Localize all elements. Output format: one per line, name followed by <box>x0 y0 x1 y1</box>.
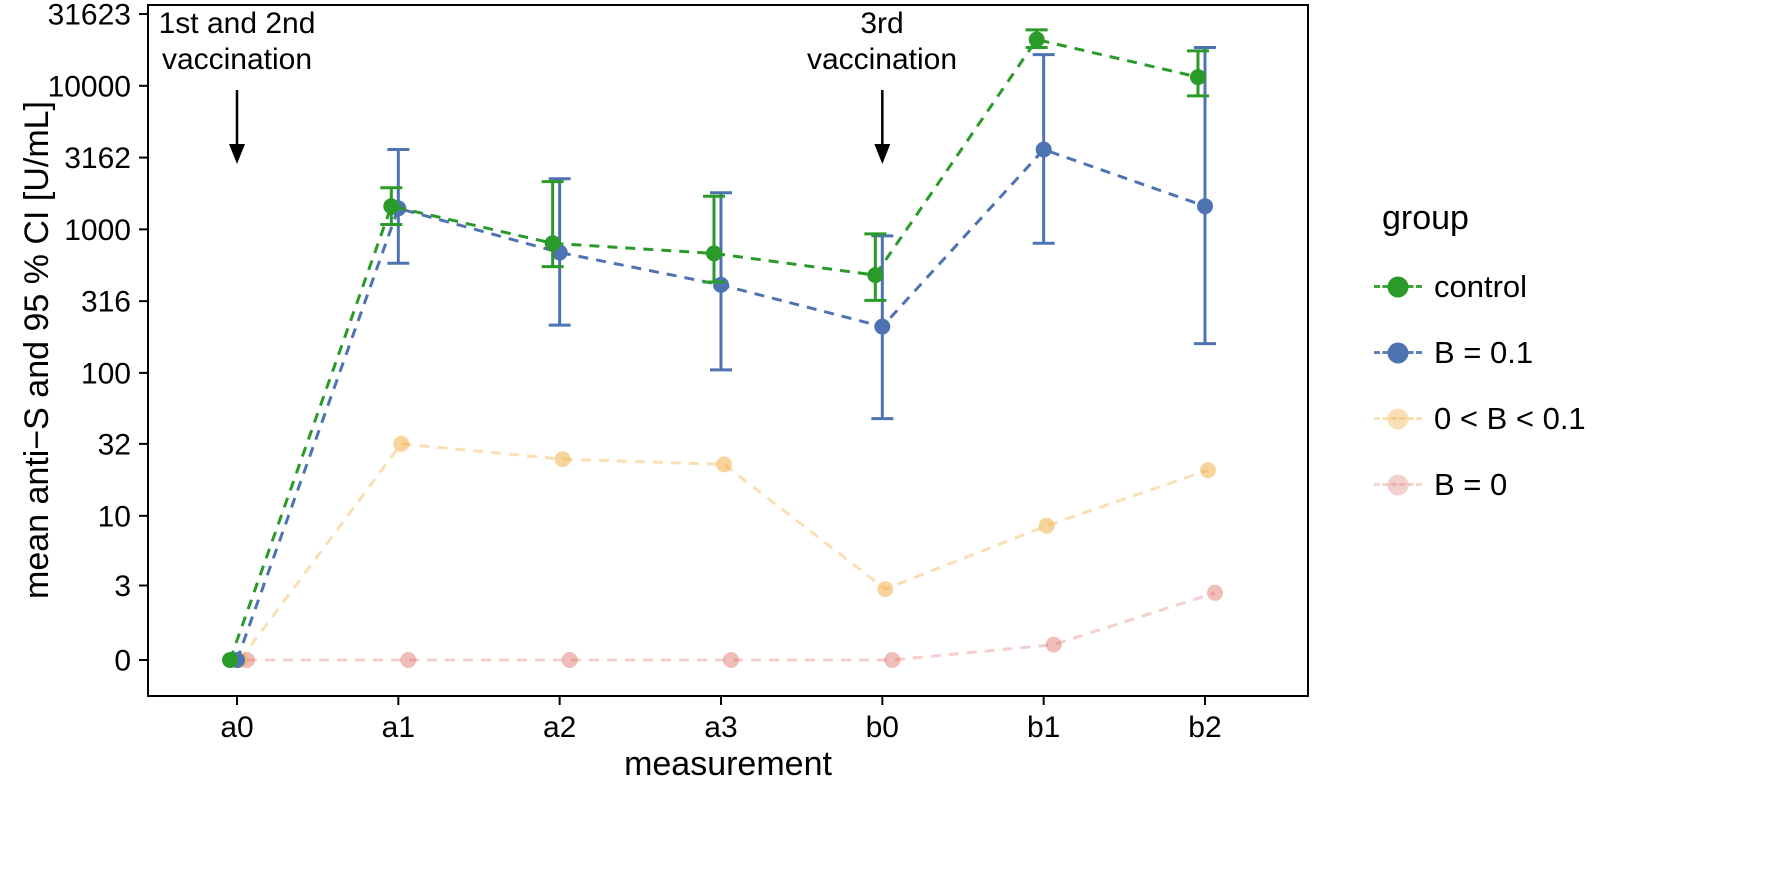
plot-panel <box>147 4 1309 697</box>
legend-item-label: 0 < B < 0.1 <box>1434 401 1586 436</box>
legend-dot-icon <box>1387 408 1409 430</box>
legend-key-0-less-b-less-0-1 <box>1374 401 1422 437</box>
data-point <box>1038 517 1055 534</box>
legend-key-b-equals-0 <box>1374 467 1422 503</box>
legend-dot-icon <box>1387 276 1409 298</box>
legend-item-label: B = 0 <box>1434 467 1508 502</box>
y-tick-label: 316 <box>81 286 131 319</box>
legend-item-0-less-b-less-0-1: 0 < B < 0.1 <box>1374 386 1586 452</box>
legend-keyline-icon <box>1374 417 1422 420</box>
x-tick-label: a1 <box>382 711 415 744</box>
legend-title: group <box>1382 199 1469 237</box>
data-point <box>706 245 722 262</box>
data-point <box>383 198 400 215</box>
arrow-head-icon <box>874 144 891 164</box>
arrow-head-icon <box>229 144 245 164</box>
y-axis: 0 3 10 32 100 316 1000 3162 10000 31623 <box>48 0 148 678</box>
data-point <box>877 581 894 598</box>
data-point <box>1035 141 1052 158</box>
annotation-third-vaccination-line2: vaccination <box>807 43 957 76</box>
data-point <box>884 652 901 668</box>
annotation-third-vaccination-line1: 3rd <box>860 7 903 40</box>
y-tick-label: 1000 <box>64 214 131 247</box>
x-tick-label: b2 <box>1188 711 1221 744</box>
legend: group control B = 0.1 0 < B < 0.1 <box>1374 198 1586 518</box>
data-point <box>222 652 238 668</box>
data-point <box>1028 31 1045 48</box>
legend-dot-icon <box>1387 474 1409 496</box>
x-tick-label: a2 <box>543 711 576 744</box>
plot-layer: 0 3 10 32 100 316 1000 3162 10000 31623 a0 a1 a2 a3 b0… <box>48 0 1309 744</box>
annotation-first-second-vaccination-line2: vaccination <box>162 43 312 76</box>
y-tick-label: 3162 <box>64 142 131 175</box>
data-point <box>1190 69 1206 86</box>
data-point <box>1207 584 1223 601</box>
data-point <box>716 456 732 473</box>
y-tick-label: 32 <box>98 428 131 461</box>
y-axis-title: mean anti−S and 95 % CI [U/mL] <box>18 101 56 599</box>
data-point <box>554 451 571 468</box>
data-point <box>1200 462 1216 479</box>
series-control <box>222 28 1209 668</box>
y-tick-label: 10 <box>98 500 131 533</box>
legend-dot-icon <box>1387 342 1409 364</box>
data-point <box>1045 636 1062 653</box>
vaccination-arrow <box>229 90 245 164</box>
data-point <box>1197 198 1213 215</box>
y-tick-label: 10000 <box>48 70 131 103</box>
legend-keyline-icon <box>1374 483 1422 486</box>
x-axis-title: measurement <box>624 745 832 783</box>
annotation-first-second-vaccination-line1: 1st and 2nd <box>159 7 316 40</box>
data-point <box>874 318 891 335</box>
data-point <box>723 652 739 668</box>
vaccination-arrow <box>874 90 891 164</box>
x-tick-label: b0 <box>866 711 899 744</box>
data-point <box>393 435 410 452</box>
x-axis: a0 a1 a2 a3 b0 b1 b2 <box>220 696 1222 744</box>
y-tick-label: 31623 <box>48 0 131 32</box>
y-tick-label: 3 <box>114 570 131 603</box>
legend-key-b-equals-0-1 <box>1374 335 1422 371</box>
legend-item-label: control <box>1434 269 1528 304</box>
y-tick-label: 0 <box>114 645 131 678</box>
x-tick-label: a3 <box>704 711 737 744</box>
legend-item-label: B = 0.1 <box>1434 335 1534 370</box>
legend-item-b-equals-0-1: B = 0.1 <box>1374 320 1586 386</box>
y-tick-label: 100 <box>81 357 131 390</box>
data-point <box>400 652 417 668</box>
series-0-b-0-1 <box>232 435 1216 668</box>
legend-item-b-equals-0: B = 0 <box>1374 452 1586 518</box>
x-tick-label: a0 <box>220 711 253 744</box>
legend-key-control <box>1374 269 1422 305</box>
x-tick-label: b1 <box>1027 711 1060 744</box>
data-point <box>561 652 578 668</box>
data-point <box>867 267 884 284</box>
legend-item-control: control <box>1374 254 1586 320</box>
data-point <box>544 235 561 252</box>
